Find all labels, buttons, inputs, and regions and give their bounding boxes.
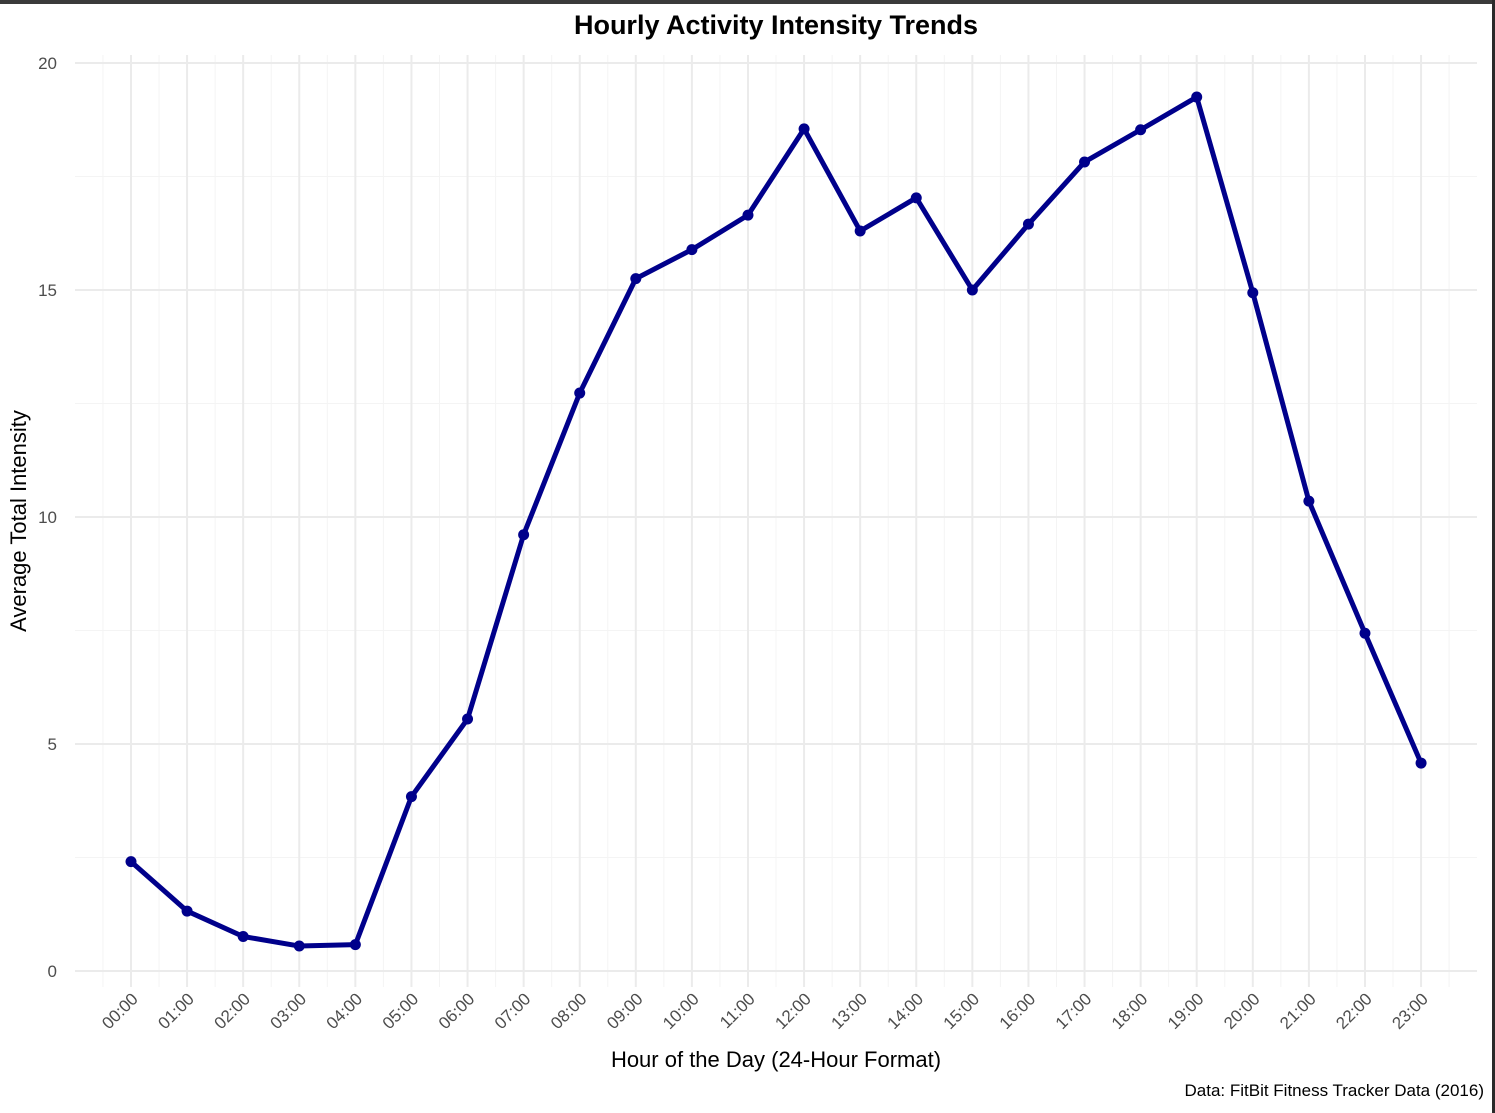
x-tick-label: 07:00 xyxy=(491,989,535,1033)
x-tick-label: 05:00 xyxy=(379,989,423,1033)
data-point xyxy=(630,273,642,285)
data-point xyxy=(1135,124,1147,136)
data-point xyxy=(1079,156,1091,168)
data-point xyxy=(1247,287,1259,299)
x-tick-label: 21:00 xyxy=(1276,989,1320,1033)
data-point xyxy=(1022,218,1034,230)
y-tick-label: 15 xyxy=(38,281,57,300)
data-point xyxy=(125,856,137,868)
data-point xyxy=(910,192,922,204)
data-point xyxy=(237,930,249,942)
x-tick-label: 09:00 xyxy=(603,989,647,1033)
data-point xyxy=(1191,91,1203,103)
grid-layer xyxy=(75,55,1477,987)
x-tick-label: 19:00 xyxy=(1164,989,1208,1033)
series-layer xyxy=(125,91,1427,952)
x-tick-label: 23:00 xyxy=(1388,989,1432,1033)
y-axis-label: Average Total Intensity xyxy=(6,410,31,632)
chart-title: Hourly Activity Intensity Trends xyxy=(573,10,979,40)
data-point xyxy=(798,123,810,135)
x-tick-label: 12:00 xyxy=(771,989,815,1033)
data-point xyxy=(686,244,698,256)
data-point xyxy=(1303,495,1315,507)
data-point xyxy=(966,284,978,296)
x-tick-label: 16:00 xyxy=(996,989,1040,1033)
y-tick-label: 20 xyxy=(38,54,57,73)
data-point xyxy=(1415,757,1427,769)
x-tick-label: 08:00 xyxy=(547,989,591,1033)
data-point xyxy=(405,791,417,803)
x-tick-label: 04:00 xyxy=(323,989,367,1033)
data-point xyxy=(854,225,866,237)
x-tick-label: 18:00 xyxy=(1108,989,1152,1033)
x-tick-label: 00:00 xyxy=(98,989,142,1033)
x-tick-label: 20:00 xyxy=(1220,989,1264,1033)
x-tick-label: 17:00 xyxy=(1052,989,1096,1033)
x-axis-label: Hour of the Day (24-Hour Format) xyxy=(611,1047,941,1072)
data-point xyxy=(1359,627,1371,639)
window-right-border xyxy=(1492,0,1495,1113)
y-tick-label: 10 xyxy=(38,508,57,527)
data-point xyxy=(574,387,586,399)
x-tick-label: 01:00 xyxy=(154,989,198,1033)
data-point xyxy=(462,713,474,725)
x-tick-label: 02:00 xyxy=(210,989,254,1033)
x-tick-label: 14:00 xyxy=(884,989,928,1033)
x-tick-label: 03:00 xyxy=(267,989,311,1033)
x-tick-label: 22:00 xyxy=(1332,989,1376,1033)
x-tick-label: 15:00 xyxy=(940,989,984,1033)
data-point xyxy=(349,939,361,951)
series-line xyxy=(128,94,1424,949)
x-tick-label: 10:00 xyxy=(659,989,703,1033)
data-point xyxy=(742,209,754,221)
x-tick-label: 13:00 xyxy=(827,989,871,1033)
window-top-border xyxy=(0,0,1495,4)
y-tick-label: 5 xyxy=(48,735,57,754)
x-tick-label: 06:00 xyxy=(435,989,479,1033)
data-point xyxy=(293,940,305,952)
axis-layer: 0 5 10 15 20 00:00 01:00 02:00 03:00 04:00 05:00 06… xyxy=(38,54,1432,1033)
chart-caption: Data: FitBit Fitness Tracker Data (2016) xyxy=(1184,1081,1485,1100)
x-tick-label: 11:00 xyxy=(716,989,759,1032)
data-point xyxy=(518,529,530,541)
y-tick-label: 0 xyxy=(48,962,57,981)
data-point xyxy=(181,905,193,917)
